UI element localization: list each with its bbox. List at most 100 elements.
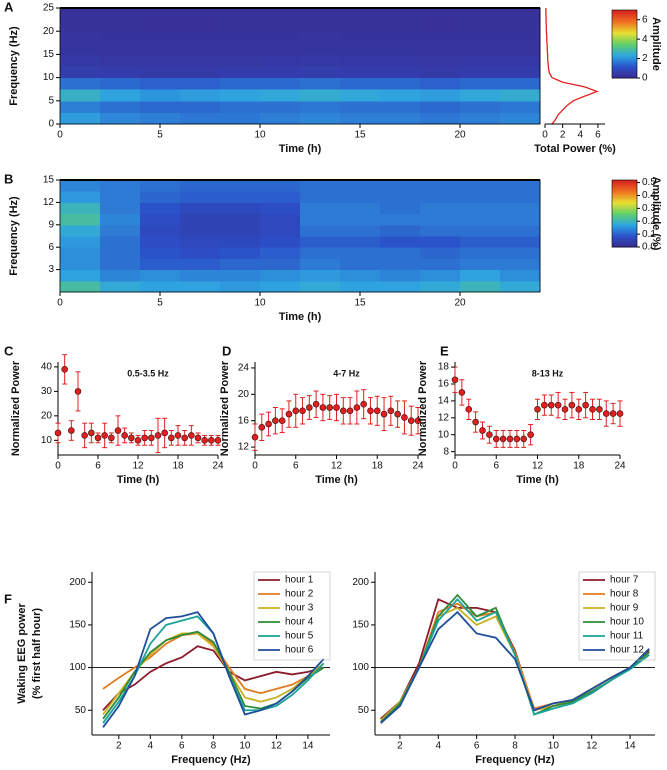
- heat-cell: [500, 236, 541, 248]
- x-tick-label: 15: [354, 298, 366, 309]
- heat-cell: [380, 280, 421, 293]
- heat-cell: [300, 100, 341, 113]
- heat-cell: [500, 202, 541, 215]
- point: [589, 406, 596, 413]
- point: [194, 434, 202, 442]
- heat-cell: [260, 77, 301, 90]
- heat-cell: [340, 258, 381, 271]
- y-tick-label: 20: [238, 389, 250, 400]
- colorbar-step: [612, 62, 637, 65]
- heat-cell: [180, 112, 221, 125]
- heat-cell: [140, 191, 181, 203]
- heat-cell: [220, 236, 261, 248]
- heat-cell: [100, 89, 141, 102]
- colorbar-frame: [611, 179, 638, 248]
- point: [299, 407, 306, 415]
- heat-cell: [340, 280, 381, 293]
- colorbar-step: [612, 33, 637, 36]
- x-tick-label: 18: [573, 461, 585, 472]
- panel-letter: C: [4, 343, 14, 358]
- heat-cell: [420, 202, 461, 215]
- heat-cell: [100, 66, 141, 79]
- heat-cell: [340, 191, 381, 203]
- colorbar-step: [612, 183, 637, 186]
- y-tick-label: 30: [41, 386, 53, 397]
- colorbar-tick-label: 6: [642, 14, 648, 25]
- heat-cell: [60, 236, 101, 248]
- colorbar-step: [612, 64, 637, 67]
- x-tick-label: 10: [254, 130, 266, 141]
- legend-label: hour 12: [610, 645, 644, 656]
- heat-cell: [260, 100, 301, 113]
- series-line: [102, 611, 325, 728]
- heat-cell: [220, 202, 261, 215]
- heat-cell: [420, 224, 461, 237]
- heat-cell: [500, 31, 541, 44]
- heat-cell: [140, 202, 181, 215]
- colorbar-step: [612, 190, 637, 193]
- heat-cell: [260, 269, 301, 282]
- point: [387, 407, 395, 415]
- point: [174, 432, 182, 439]
- colorbar-tick-label: 0.0: [642, 242, 656, 253]
- heat-cell: [300, 269, 341, 282]
- colorbar-step: [612, 23, 637, 26]
- x-axis-label: Time (h): [279, 143, 322, 155]
- heat-cell: [500, 269, 541, 282]
- colorbar-step: [612, 191, 637, 194]
- colorbar-step: [612, 40, 637, 43]
- point: [407, 417, 415, 425]
- heat-cell: [260, 66, 301, 79]
- colorbar-step: [612, 47, 637, 50]
- y-tick-label: 8: [443, 446, 449, 457]
- y-tick-label: 14: [438, 396, 450, 407]
- heat-cell: [180, 89, 221, 102]
- x-tick-label: 6: [493, 461, 499, 472]
- heat-cell: [60, 19, 101, 32]
- x-tick-label: 20: [454, 298, 466, 309]
- colorbar-step: [612, 76, 637, 79]
- y-tick-label: 9: [48, 219, 54, 230]
- heat-cell: [260, 202, 301, 215]
- colorbar-step: [612, 245, 637, 248]
- heat-cell: [340, 112, 381, 125]
- heat-cell: [260, 180, 301, 192]
- x-tick-label: 4: [436, 741, 442, 752]
- heat-cell: [60, 66, 101, 79]
- point: [108, 434, 115, 442]
- y-tick-label: 12: [438, 412, 450, 423]
- point: [181, 434, 188, 442]
- point: [312, 400, 320, 408]
- y-tick-label: 100: [69, 662, 86, 673]
- heat-cell: [180, 191, 221, 203]
- heat-cell: [340, 66, 381, 79]
- subplot-title: 0.5-3.5 Hz: [127, 368, 169, 378]
- point: [596, 406, 603, 413]
- x-tick-label: 0: [55, 461, 61, 472]
- colorbar-step: [612, 228, 637, 231]
- heat-cell: [460, 269, 501, 282]
- heat-cell: [260, 89, 301, 102]
- heat-cell: [460, 66, 501, 79]
- heat-cell: [220, 180, 261, 192]
- colorbar-step: [612, 50, 637, 53]
- colorbar-step: [612, 57, 637, 60]
- x-tick-label: 24: [614, 461, 626, 472]
- point: [568, 401, 576, 409]
- point: [214, 437, 222, 444]
- heat-cell: [380, 42, 421, 55]
- y-tick-label: 10: [43, 72, 55, 83]
- point: [367, 407, 374, 415]
- heat-cell: [380, 269, 421, 282]
- colorbar-step: [612, 193, 637, 196]
- x-tick-label: 2: [560, 130, 566, 141]
- heat-cell: [380, 213, 421, 226]
- x-tick-label: 8: [512, 741, 518, 752]
- y-tick-label: 20: [43, 26, 55, 37]
- heat-cell: [500, 191, 541, 203]
- y-tick-label: 12: [43, 197, 55, 208]
- heat-cell: [180, 31, 221, 44]
- point: [360, 400, 367, 408]
- colorbar-step: [612, 30, 637, 33]
- point: [506, 435, 514, 443]
